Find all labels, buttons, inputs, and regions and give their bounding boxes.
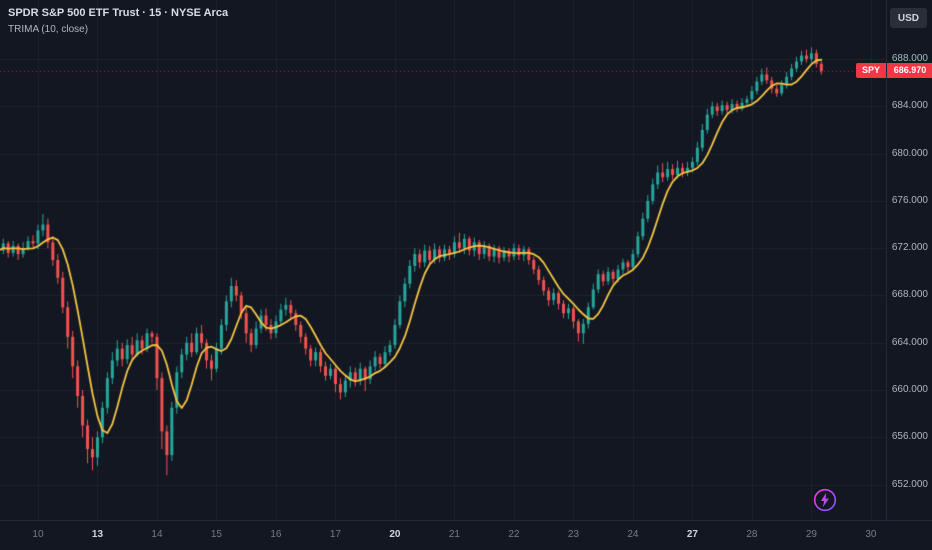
time-tick-label: 27 (686, 529, 698, 540)
time-tick-label: 29 (805, 529, 817, 540)
time-tick-label: 17 (329, 529, 341, 540)
time-axis[interactable]: 10 13 14 15 16 17 20 21 22 23 24 27 28 29 30 (0, 520, 932, 550)
time-tick-label: 20 (389, 529, 401, 540)
boost-button[interactable] (813, 488, 837, 512)
time-tick-label: 24 (627, 529, 639, 540)
price-tick-label: 688.000 (891, 53, 928, 65)
last-price-label: 686.970 (887, 63, 932, 79)
price-tick-label: 676.000 (891, 194, 928, 206)
time-tick-label: 30 (865, 529, 877, 540)
time-tick-label: 14 (151, 529, 163, 540)
time-tick-label: 15 (210, 529, 222, 540)
time-tick-label: 23 (567, 529, 579, 540)
lightning-boost-icon (813, 488, 837, 512)
price-tick-label: 652.000 (891, 478, 928, 490)
price-axis[interactable]: 686.970 688.000 684.000 680.000 676.000 672.… (886, 0, 932, 520)
time-tick-label: 10 (32, 529, 44, 540)
time-tick-label: 28 (746, 529, 758, 540)
time-tick-label: 21 (448, 529, 460, 540)
currency-button[interactable]: USD (889, 8, 927, 28)
time-tick-label: 13 (91, 529, 104, 540)
time-tick-label: 22 (508, 529, 520, 540)
symbol-title[interactable]: SPDR S&P 500 ETF Trust · 15 · NYSE Arca (8, 7, 229, 19)
price-chart-canvas[interactable] (0, 0, 886, 520)
chart-legend: SPDR S&P 500 ETF Trust · 15 · NYSE Arca … (8, 7, 228, 35)
price-tick-label: 656.000 (891, 431, 928, 443)
price-tick-label: 664.000 (891, 336, 928, 348)
price-tick-label: 684.000 (891, 100, 928, 112)
price-tick-label: 660.000 (891, 384, 928, 395)
symbol-price-tag: SPY (855, 63, 886, 79)
price-tick-label: 668.000 (891, 289, 928, 301)
indicator-label[interactable]: TRIMA (10, close) (8, 24, 89, 35)
price-tick-label: 680.000 (891, 147, 928, 159)
time-tick-label: 16 (270, 529, 282, 540)
price-tick-label: 672.000 (891, 242, 928, 254)
